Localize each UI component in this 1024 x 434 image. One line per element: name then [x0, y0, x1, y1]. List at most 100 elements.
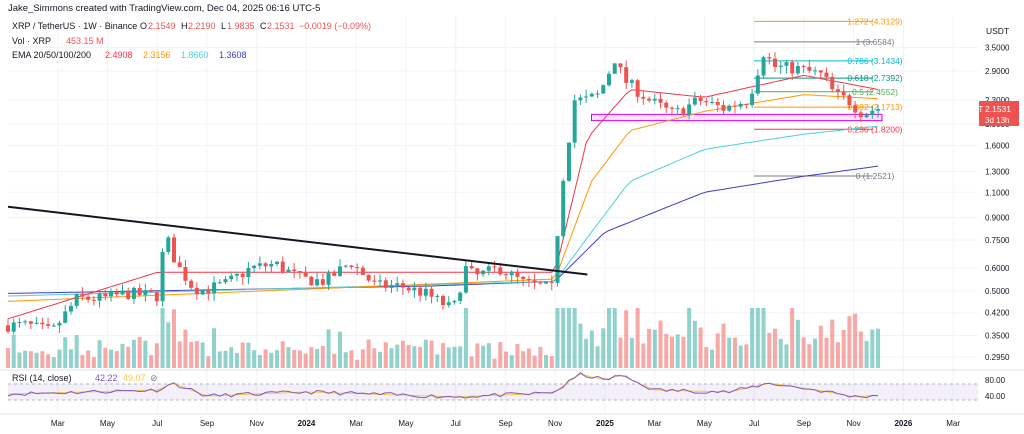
- candle-body[interactable]: [194, 287, 199, 295]
- candle-body[interactable]: [807, 66, 812, 71]
- candle-body[interactable]: [744, 104, 749, 106]
- price-axis[interactable]: 3.50002.90002.30001.90001.60001.30001.10…: [985, 43, 1010, 401]
- candle-body[interactable]: [841, 91, 846, 96]
- time-axis[interactable]: Mar May Jul Sep Nov 2024 Mar May Jul Sep Nov 2025 Ma…: [0, 413, 1024, 428]
- trendline[interactable]: [7, 205, 588, 276]
- candle-body[interactable]: [120, 290, 125, 295]
- candle-body[interactable]: [721, 105, 726, 111]
- candle-body[interactable]: [710, 101, 715, 103]
- candle-body[interactable]: [538, 282, 543, 284]
- candle-body[interactable]: [91, 299, 96, 301]
- candle-body[interactable]: [223, 279, 228, 283]
- candle-body[interactable]: [629, 80, 634, 83]
- candle-body[interactable]: [423, 288, 428, 296]
- candle-body[interactable]: [773, 58, 778, 67]
- candle-body[interactable]: [818, 70, 823, 73]
- candle-body[interactable]: [257, 263, 262, 266]
- candle-body[interactable]: [578, 97, 583, 101]
- candle-body[interactable]: [297, 271, 302, 273]
- candle-body[interactable]: [131, 287, 136, 299]
- candle-body[interactable]: [229, 275, 234, 280]
- candle-body[interactable]: [738, 104, 743, 107]
- candle-body[interactable]: [618, 63, 623, 68]
- candle-body[interactable]: [675, 108, 680, 110]
- candle-body[interactable]: [835, 89, 840, 92]
- candle-body[interactable]: [34, 322, 39, 324]
- candle-body[interactable]: [263, 263, 268, 267]
- candle-body[interactable]: [320, 279, 325, 285]
- candle-body[interactable]: [332, 272, 337, 276]
- candle-body[interactable]: [526, 278, 531, 281]
- rsi-pane[interactable]: [0, 369, 1024, 401]
- candle-body[interactable]: [240, 273, 245, 278]
- candle-body[interactable]: [269, 263, 274, 267]
- candle-body[interactable]: [704, 101, 709, 103]
- candle-body[interactable]: [137, 287, 142, 296]
- candle-body[interactable]: [51, 325, 56, 327]
- candle-body[interactable]: [126, 290, 131, 299]
- candle-body[interactable]: [492, 266, 497, 268]
- candle-body[interactable]: [635, 80, 640, 97]
- candle-body[interactable]: [326, 272, 331, 285]
- candle-body[interactable]: [790, 62, 795, 74]
- candle-body[interactable]: [292, 269, 297, 272]
- candle-body[interactable]: [687, 104, 692, 115]
- candle-body[interactable]: [57, 322, 62, 326]
- candle-body[interactable]: [400, 283, 405, 288]
- candle-body[interactable]: [732, 105, 737, 107]
- candle-body[interactable]: [532, 280, 537, 283]
- candlesticks[interactable]: [6, 52, 881, 335]
- candle-body[interactable]: [40, 322, 45, 325]
- candle-body[interactable]: [463, 266, 468, 293]
- candle-body[interactable]: [149, 290, 154, 293]
- candle-body[interactable]: [566, 142, 571, 181]
- candle-body[interactable]: [183, 267, 188, 281]
- candle-body[interactable]: [280, 261, 285, 272]
- candle-body[interactable]: [641, 96, 646, 99]
- candle-body[interactable]: [795, 66, 800, 74]
- candle-body[interactable]: [481, 270, 486, 275]
- candle-body[interactable]: [246, 268, 251, 278]
- candle-body[interactable]: [234, 273, 239, 276]
- candle-body[interactable]: [103, 293, 108, 297]
- candle-body[interactable]: [698, 97, 703, 102]
- candle-body[interactable]: [876, 109, 881, 111]
- candle-body[interactable]: [612, 63, 617, 74]
- candle-body[interactable]: [86, 296, 91, 300]
- candle-body[interactable]: [801, 66, 806, 68]
- candle-body[interactable]: [189, 280, 194, 288]
- candle-body[interactable]: [755, 75, 760, 94]
- candle-body[interactable]: [212, 282, 217, 294]
- candle-body[interactable]: [486, 266, 491, 271]
- candle-body[interactable]: [160, 251, 165, 302]
- candle-body[interactable]: [870, 110, 875, 116]
- candle-body[interactable]: [864, 115, 869, 118]
- candle-body[interactable]: [555, 236, 560, 283]
- candle-body[interactable]: [349, 265, 354, 268]
- candle-body[interactable]: [383, 280, 388, 288]
- candle-body[interactable]: [761, 57, 766, 76]
- candle-body[interactable]: [572, 100, 577, 143]
- fib-retracement[interactable]: 0 (1.2521) 0.236 (1.8200) 0.382 (2.1713) 0.…: [754, 16, 903, 181]
- candle-body[interactable]: [595, 93, 600, 95]
- candle-body[interactable]: [418, 287, 423, 296]
- candle-body[interactable]: [692, 97, 697, 105]
- candle-body[interactable]: [458, 292, 463, 301]
- candle-body[interactable]: [584, 96, 589, 98]
- candle-body[interactable]: [177, 262, 182, 268]
- trendline-segment[interactable]: [7, 205, 588, 276]
- candle-body[interactable]: [715, 101, 720, 106]
- candle-body[interactable]: [452, 300, 457, 303]
- candle-body[interactable]: [315, 279, 320, 286]
- candle-body[interactable]: [372, 280, 377, 282]
- candle-body[interactable]: [286, 269, 291, 272]
- candle-body[interactable]: [406, 287, 411, 291]
- candle-body[interactable]: [498, 267, 503, 275]
- candle-body[interactable]: [28, 321, 33, 324]
- candle-body[interactable]: [303, 272, 308, 277]
- candle-body[interactable]: [469, 266, 474, 269]
- candle-body[interactable]: [830, 76, 835, 90]
- candle-body[interactable]: [143, 290, 148, 296]
- candle-body[interactable]: [446, 302, 451, 306]
